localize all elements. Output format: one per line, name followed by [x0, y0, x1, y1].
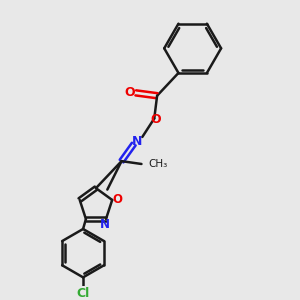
Text: N: N: [100, 218, 110, 231]
Text: N: N: [132, 135, 142, 148]
Text: O: O: [150, 113, 161, 126]
Text: O: O: [124, 86, 135, 99]
Text: O: O: [113, 194, 123, 206]
Text: Cl: Cl: [76, 287, 90, 300]
Text: CH₃: CH₃: [148, 159, 168, 169]
